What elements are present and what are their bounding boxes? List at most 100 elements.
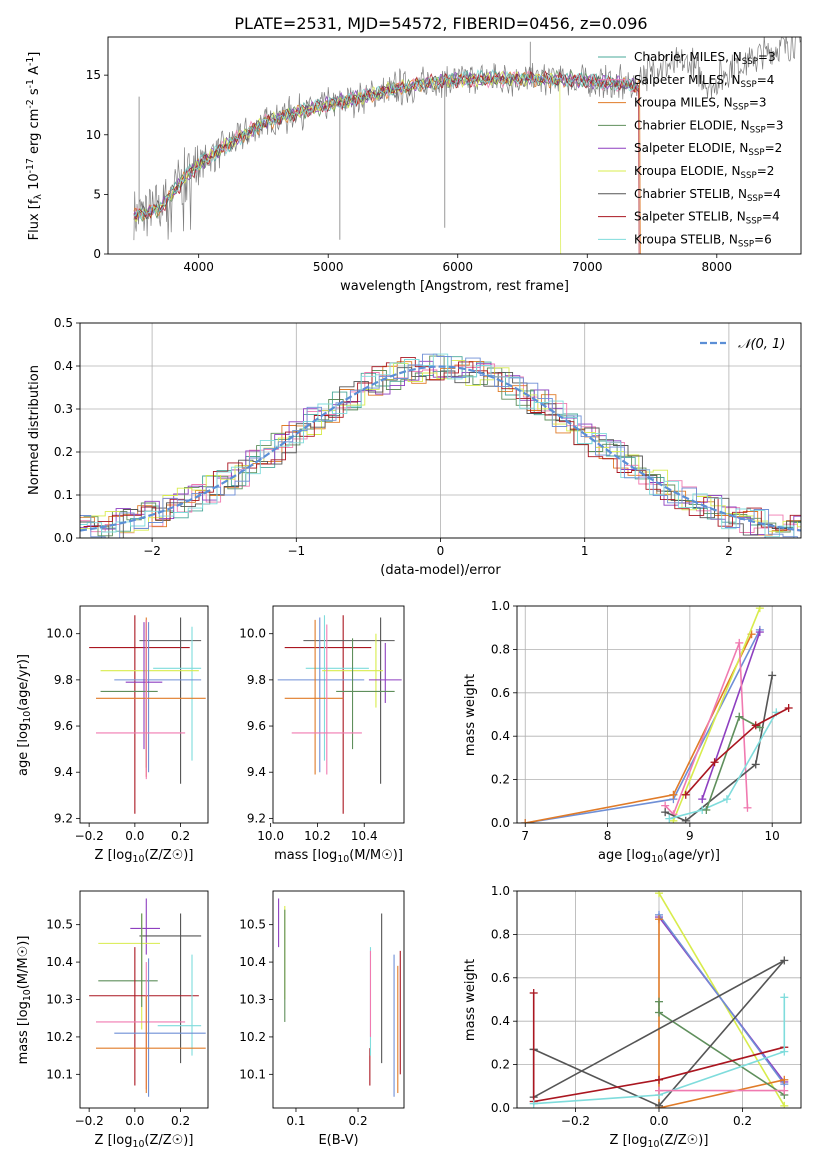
- weight-line-salpeter-stelib: [532, 993, 785, 1103]
- histogram-extra_blue: [80, 353, 801, 538]
- weight-marker: [784, 703, 793, 712]
- x-tick-label: 0.2: [733, 1114, 752, 1128]
- errorbar-point: [96, 995, 206, 1094]
- weight-marker: [529, 988, 538, 997]
- legend-label: 𝒩(0, 1): [738, 337, 785, 352]
- x-tick-label: 0: [437, 544, 445, 558]
- weight-line-kroupa-stelib: [533, 997, 786, 1105]
- y-tick-label: 10.5: [46, 918, 73, 932]
- y-tick-label: 0.0: [54, 531, 73, 545]
- errorbar-point: [114, 622, 202, 773]
- errorbar-point: [130, 898, 160, 955]
- weight-marker: [735, 712, 744, 721]
- x-tick-label: −2: [143, 544, 161, 558]
- legend-label: Chabrier ELODIE, NSSP=3: [634, 118, 783, 135]
- panel-age-vs-metallicity: −0.2 0.0 0.2 9.2 9.4 9.6 9.8 10.0 Z [log10(Z/Z☉)…: [16, 605, 209, 865]
- weight-marker: [655, 1101, 663, 1108]
- errorbar-point: [89, 947, 199, 1086]
- x-axis-label: age [log10(age/yr)]: [598, 848, 720, 865]
- axes: −0.2 0.0 0.2 10.1 10.2 10.3 10.4 10.5 Z [log10(Z…: [16, 890, 209, 1150]
- panel-age-vs-mass: 10.0 10.2 10.4 9.2 9.4 9.6 9.8 10.0 mass [log10(…: [239, 605, 405, 865]
- y-tick-label: 0.4: [491, 729, 510, 743]
- y-tick-label: 1.0: [491, 599, 510, 613]
- plot-area: [80, 353, 801, 538]
- errorbar-point: [89, 615, 190, 814]
- legend-label: Kroupa MILES, NSSP=3: [634, 96, 767, 113]
- weight-marker: [768, 671, 777, 680]
- errorbar-point: [284, 619, 344, 775]
- axes: 7 8 9 10 0.0 0.2 0.4 0.6 0.8 1.0 age [log10(age/yr…: [463, 599, 802, 865]
- legend: Chabrier MILES, NSSP=3 Salpeter MILES, NS…: [598, 50, 783, 249]
- y-axis-label: mass weight: [463, 674, 478, 756]
- y-tick-label: 0.1: [54, 488, 73, 502]
- errorbar-point: [96, 619, 186, 780]
- y-tick-label: 0: [93, 247, 101, 261]
- weight-marker: [710, 758, 719, 767]
- model-spectrum-chabrier-stelib: [133, 72, 639, 220]
- x-tick-label: 7000: [572, 260, 603, 274]
- y-axis-label: age [log10(age/yr)]: [16, 654, 33, 776]
- y-tick-label: 10.5: [239, 918, 266, 932]
- y-tick-label: 0.3: [54, 402, 73, 416]
- plot-area: [133, 37, 801, 254]
- weight-marker: [669, 790, 678, 799]
- x-tick-label: 4000: [183, 260, 214, 274]
- y-tick-label: 10.3: [46, 993, 73, 1007]
- y-tick-label: 0.0: [491, 816, 510, 830]
- legend-label: Salpeter MILES, NSSP=4: [634, 73, 774, 90]
- grid: [517, 605, 801, 824]
- weight-line-extra_blue: [658, 914, 785, 1085]
- x-tick-label: 7: [521, 829, 529, 843]
- weight-marker: [655, 997, 663, 1006]
- x-tick-label: 1: [581, 544, 589, 558]
- weight-line-kroupa-stelib: [669, 711, 777, 820]
- errorbar-point: [303, 617, 395, 784]
- panel-spectrum: 4000 5000 6000 7000 8000 0 5 10 15 wavelength [An…: [25, 36, 802, 294]
- x-tick-label: 2: [725, 544, 733, 558]
- y-tick-label: 10.2: [46, 1030, 73, 1044]
- weight-marker: [755, 606, 764, 613]
- axes: −0.2 0.0 0.2 0.0 0.2 0.4 0.6 0.8 1.0 Z [log10(Z/Z…: [463, 884, 802, 1150]
- y-tick-label: 0.2: [54, 445, 73, 459]
- y-axis-label: mass [log10(M/M☉)]: [16, 936, 33, 1065]
- x-tick-label: 10.0: [257, 829, 284, 843]
- weight-line-salpeter-elodie: [701, 631, 761, 800]
- errorbar-point: [336, 638, 395, 750]
- y-tick-label: 0.4: [491, 1014, 510, 1028]
- weight-marker: [665, 814, 674, 823]
- weight-marker: [655, 1008, 663, 1017]
- plot-area: [277, 615, 402, 814]
- y-tick-label: 9.6: [54, 719, 73, 733]
- y-tick-label: 0.5: [54, 316, 73, 330]
- y-tick-label: 9.6: [247, 719, 266, 733]
- y-axis-label: Flux [fλ 10-17 erg cm-2 s-1 A-1]: [25, 52, 44, 241]
- y-tick-label: 0.4: [54, 359, 73, 373]
- y-tick-label: 10.3: [239, 993, 266, 1007]
- x-tick-label: −1: [287, 544, 305, 558]
- axes: −0.2 0.0 0.2 9.2 9.4 9.6 9.8 10.0 Z [log10(Z/Z☉)…: [16, 605, 209, 865]
- errorbar-point: [157, 954, 202, 1056]
- weight-line-extra_blue: [525, 629, 761, 823]
- panel-mass-vs-metallicity: −0.2 0.0 0.2 10.1 10.2 10.3 10.4 10.5 Z [log10(Z…: [16, 890, 209, 1150]
- x-tick-label: 6000: [442, 260, 473, 274]
- x-tick-label: 10.4: [351, 829, 378, 843]
- y-tick-label: 10.4: [46, 955, 73, 969]
- model-spectrum-kroupa-stelib: [133, 69, 639, 220]
- x-axis-label: wavelength [Angstrom, rest frame]: [340, 279, 569, 294]
- weight-marker: [521, 819, 530, 823]
- axes: 0.1 0.2 10.1 10.2 10.3 10.4 10.5 E(B-V): [239, 890, 405, 1148]
- y-tick-label: 0.0: [491, 1101, 510, 1115]
- x-tick-label: 9: [686, 829, 694, 843]
- x-tick-label: 0.0: [125, 1114, 144, 1128]
- errorbar-point: [139, 913, 202, 1064]
- weight-marker: [661, 808, 670, 817]
- axes-frame: [107, 36, 802, 255]
- y-tick-label: 10.0: [46, 627, 73, 641]
- plot-area: [89, 615, 206, 814]
- y-tick-label: 1.0: [491, 884, 510, 898]
- y-tick-label: 0.6: [491, 686, 510, 700]
- y-tick-label: 0.8: [491, 927, 510, 941]
- x-tick-label: −0.2: [75, 829, 104, 843]
- weight-marker: [743, 803, 752, 812]
